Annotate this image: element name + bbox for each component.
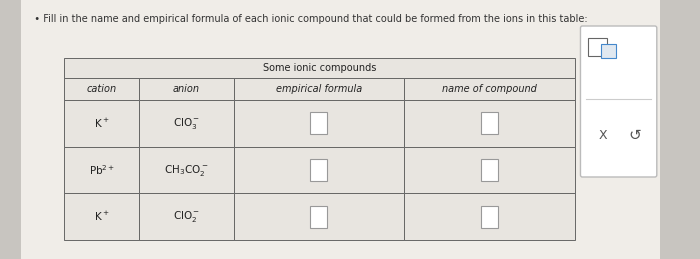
Bar (64, 147, 139, 193)
Text: X: X (598, 129, 607, 142)
Bar (405, 193, 575, 240)
Bar (139, 78, 234, 100)
Bar (234, 193, 405, 240)
Bar (311, 112, 328, 134)
Text: Pb$^{2+}$: Pb$^{2+}$ (89, 163, 115, 177)
Bar (139, 147, 234, 193)
Bar (405, 78, 575, 100)
Text: name of compound: name of compound (442, 84, 537, 94)
Bar (481, 159, 498, 181)
Bar (234, 100, 405, 147)
Bar (64, 78, 139, 100)
Bar (311, 159, 328, 181)
Text: CH$_3$CO$_2^-$: CH$_3$CO$_2^-$ (164, 162, 209, 177)
Bar (139, 100, 234, 147)
Bar (234, 78, 405, 100)
Bar (481, 206, 498, 228)
Text: ↺: ↺ (628, 128, 641, 143)
Bar (64, 193, 139, 240)
Bar (481, 112, 498, 134)
Text: • Fill in the name and empirical formula of each ionic compound that could be fo: • Fill in the name and empirical formula… (28, 14, 588, 24)
Text: cation: cation (87, 84, 117, 94)
Bar (588, 38, 607, 56)
Text: empirical formula: empirical formula (276, 84, 362, 94)
Bar (139, 193, 234, 240)
Text: Some ionic compounds: Some ionic compounds (262, 63, 376, 73)
FancyBboxPatch shape (580, 26, 657, 177)
Bar (64, 58, 575, 78)
Text: K$^+$: K$^+$ (94, 117, 110, 130)
Bar (64, 100, 139, 147)
Text: anion: anion (173, 84, 200, 94)
Bar (405, 100, 575, 147)
Text: ClO$_3^-$: ClO$_3^-$ (173, 116, 200, 131)
Bar (601, 44, 616, 58)
Text: K$^+$: K$^+$ (94, 210, 110, 223)
Text: ClO$_2^-$: ClO$_2^-$ (173, 209, 200, 224)
Bar (311, 206, 328, 228)
Bar (405, 147, 575, 193)
Bar (234, 147, 405, 193)
